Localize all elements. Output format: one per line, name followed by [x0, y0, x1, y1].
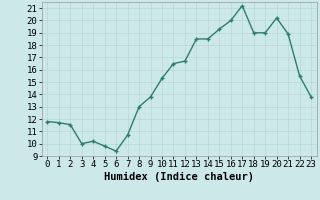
X-axis label: Humidex (Indice chaleur): Humidex (Indice chaleur) [104, 172, 254, 182]
